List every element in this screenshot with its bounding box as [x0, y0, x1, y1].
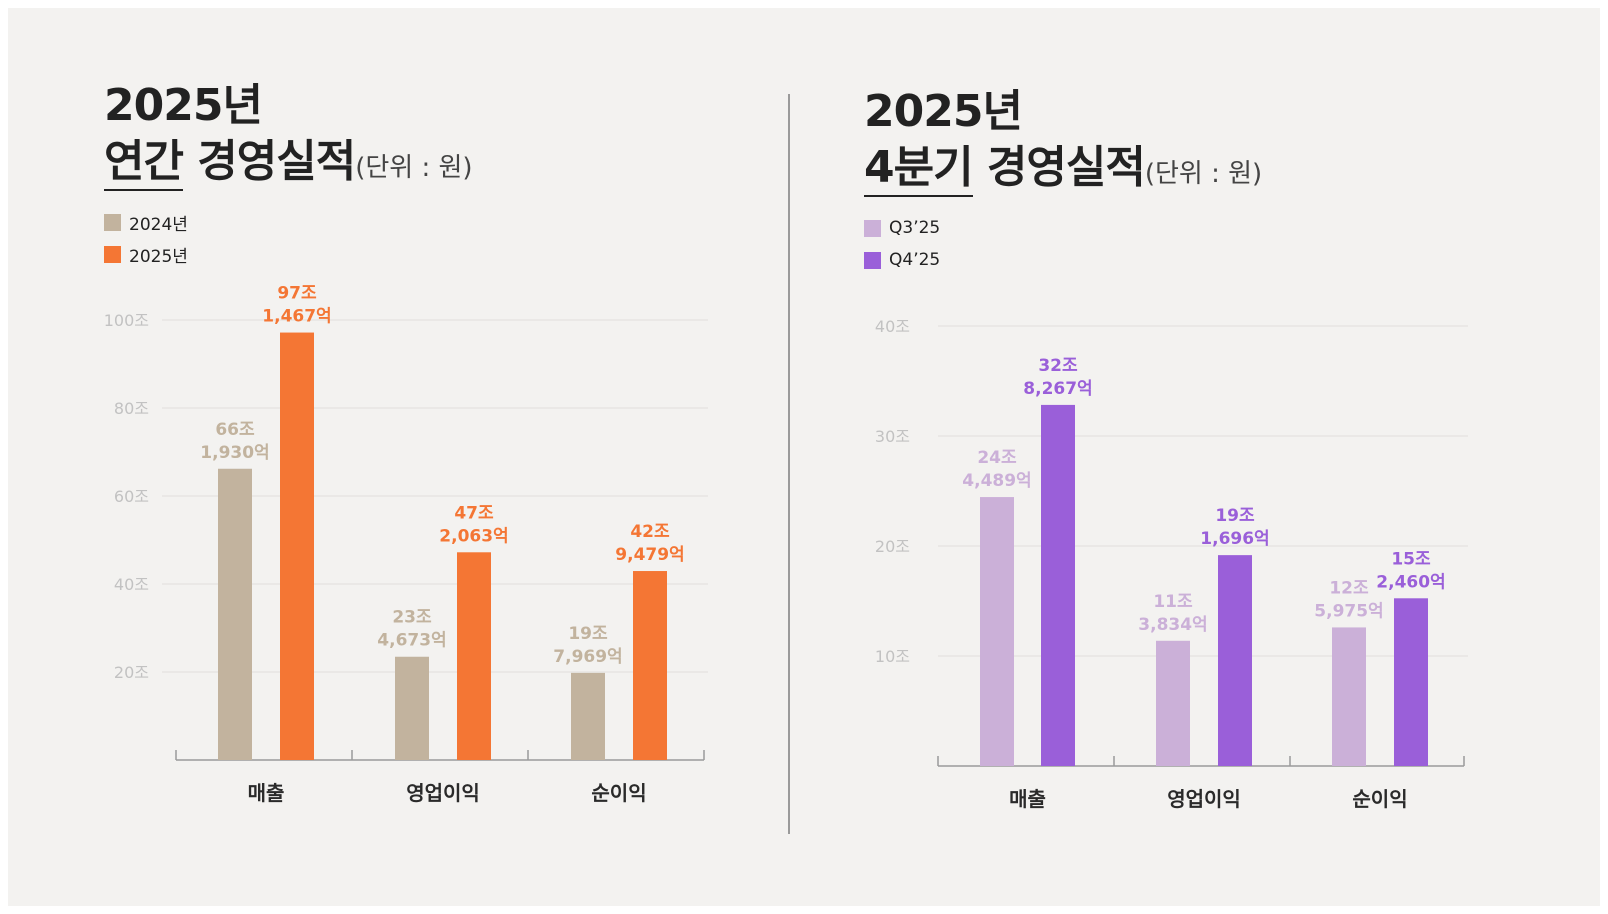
annual-value-label: 23조 4,673억	[377, 608, 446, 651]
annual-category-label: 매출	[248, 781, 285, 805]
annual-legend: 2024년 2025년	[104, 206, 188, 270]
legend-item-2025: 2025년	[104, 238, 188, 270]
q4-results-panel: 2025년 4분기 경영실적(단위 : 원) Q3’25 Q4’25 10조 20…	[788, 8, 1600, 906]
annual-title: 연간 경영실적(단위 : 원)	[104, 136, 473, 191]
annual-unit-label: (단위 : 원)	[355, 153, 473, 183]
annual-bar	[395, 656, 429, 760]
q4-bar	[980, 497, 1014, 766]
q4-bar	[1332, 627, 1366, 766]
legend-swatch-2024	[104, 213, 121, 231]
annual-title-rest: 경영실적	[182, 136, 356, 187]
q4-value-label: 12조 5,975억	[1314, 578, 1383, 621]
annual-category-label: 영업이익	[406, 781, 480, 805]
q4-y-tick-label: 20조	[875, 537, 910, 556]
q4-value-label: 15조 2,460억	[1376, 549, 1445, 592]
annual-value-label: 19조 7,969억	[553, 624, 622, 667]
annual-value-label: 66조 1,930억	[200, 420, 269, 463]
q4-value-label-billion: 5,975억	[1314, 601, 1383, 621]
q4-y-tick-label: 10조	[875, 647, 910, 666]
annual-y-tick-label: 20조	[114, 663, 149, 682]
annual-value-label-trillion: 23조	[392, 608, 432, 628]
annual-title-year: 2025년	[104, 80, 263, 131]
q4-value-label-billion: 1,696억	[1200, 529, 1269, 549]
q4-value-label: 19조 1,696억	[1200, 506, 1269, 549]
annual-y-tick-label: 60조	[114, 487, 149, 506]
q4-value-label: 11조 3,834억	[1138, 592, 1207, 635]
annual-bar	[280, 332, 314, 760]
annual-value-label-billion: 7,969억	[553, 647, 622, 667]
annual-category-label: 순이익	[591, 781, 646, 805]
annual-value-label-trillion: 47조	[454, 503, 494, 523]
annual-y-tick-label: 100조	[104, 311, 149, 330]
annual-y-tick-label: 40조	[114, 575, 149, 594]
q4-category-label: 매출	[1009, 787, 1046, 811]
legend-swatch-q4	[864, 251, 881, 269]
q4-bar	[1156, 640, 1190, 766]
annual-value-label: 42조 9,479억	[615, 522, 684, 565]
annual-value-label-billion: 4,673억	[377, 631, 446, 651]
annual-value-label: 47조 2,063억	[439, 503, 508, 546]
q4-value-label-trillion: 15조	[1391, 549, 1431, 569]
q4-title-rest: 경영실적	[972, 142, 1146, 193]
legend-label-q3: Q3’25	[889, 218, 941, 238]
q4-y-tick-label: 40조	[875, 317, 910, 336]
annual-value-label-trillion: 42조	[630, 522, 670, 542]
legend-item-q4: Q4’25	[864, 244, 940, 276]
annual-bar	[633, 571, 667, 760]
annual-value-label-trillion: 19조	[568, 624, 608, 644]
q4-y-tick-label: 30조	[875, 427, 910, 446]
q4-value-label-trillion: 24조	[977, 448, 1017, 468]
panel-divider	[788, 94, 790, 834]
legend-label-q4: Q4’25	[889, 250, 941, 270]
legend-label-2025: 2025년	[129, 246, 188, 267]
annual-bar	[571, 672, 605, 760]
q4-value-label-trillion: 19조	[1215, 506, 1255, 526]
q4-title-emphasis: 4분기	[864, 142, 974, 197]
annual-value-label-billion: 9,479억	[615, 545, 684, 565]
q4-bar	[1041, 404, 1075, 766]
annual-bar	[457, 552, 491, 760]
q4-value-label-billion: 8,267억	[1023, 379, 1092, 399]
annual-y-tick-label: 80조	[114, 399, 149, 418]
legend-swatch-2025	[104, 245, 121, 263]
q4-category-label: 순이익	[1352, 787, 1407, 811]
q4-title-year: 2025년	[864, 86, 1023, 137]
q4-category-label: 영업이익	[1167, 787, 1241, 811]
annual-value-label-trillion: 66조	[215, 420, 255, 440]
legend-label-2024: 2024년	[129, 214, 188, 235]
annual-value-label: 97조 1,467억	[262, 284, 331, 327]
annual-bar	[218, 468, 252, 760]
annual-value-label-trillion: 97조	[277, 284, 317, 304]
q4-bar	[1394, 598, 1428, 766]
q4-value-label-billion: 2,460억	[1376, 572, 1445, 592]
annual-title-emphasis: 연간	[104, 136, 184, 191]
q4-value-label-trillion: 12조	[1329, 578, 1369, 598]
q4-value-label: 32조 8,267억	[1023, 356, 1092, 399]
q4-unit-label: (단위 : 원)	[1144, 159, 1263, 189]
q4-legend: Q3’25 Q4’25	[864, 212, 940, 276]
legend-swatch-q3	[864, 219, 881, 237]
q4-value-label-trillion: 32조	[1038, 356, 1078, 376]
q4-value-label-billion: 4,489억	[962, 471, 1031, 491]
legend-item-2024: 2024년	[104, 206, 188, 238]
annual-value-label-billion: 1,930억	[200, 443, 269, 463]
q4-value-label-trillion: 11조	[1153, 592, 1193, 612]
annual-value-label-billion: 2,063억	[439, 526, 508, 546]
q4-bar	[1218, 555, 1252, 766]
annual-results-panel: 2025년 연간 경영실적(단위 : 원) 2024년 2025년 20조 40조…	[8, 8, 788, 906]
infographic-canvas: 2025년 연간 경영실적(단위 : 원) 2024년 2025년 20조 40조…	[8, 8, 1600, 906]
legend-item-q3: Q3’25	[864, 212, 940, 244]
annual-value-label-billion: 1,467억	[262, 307, 331, 327]
q4-title: 4분기 경영실적(단위 : 원)	[864, 142, 1263, 197]
q4-value-label-billion: 3,834억	[1138, 615, 1207, 635]
q4-value-label: 24조 4,489억	[962, 448, 1031, 491]
